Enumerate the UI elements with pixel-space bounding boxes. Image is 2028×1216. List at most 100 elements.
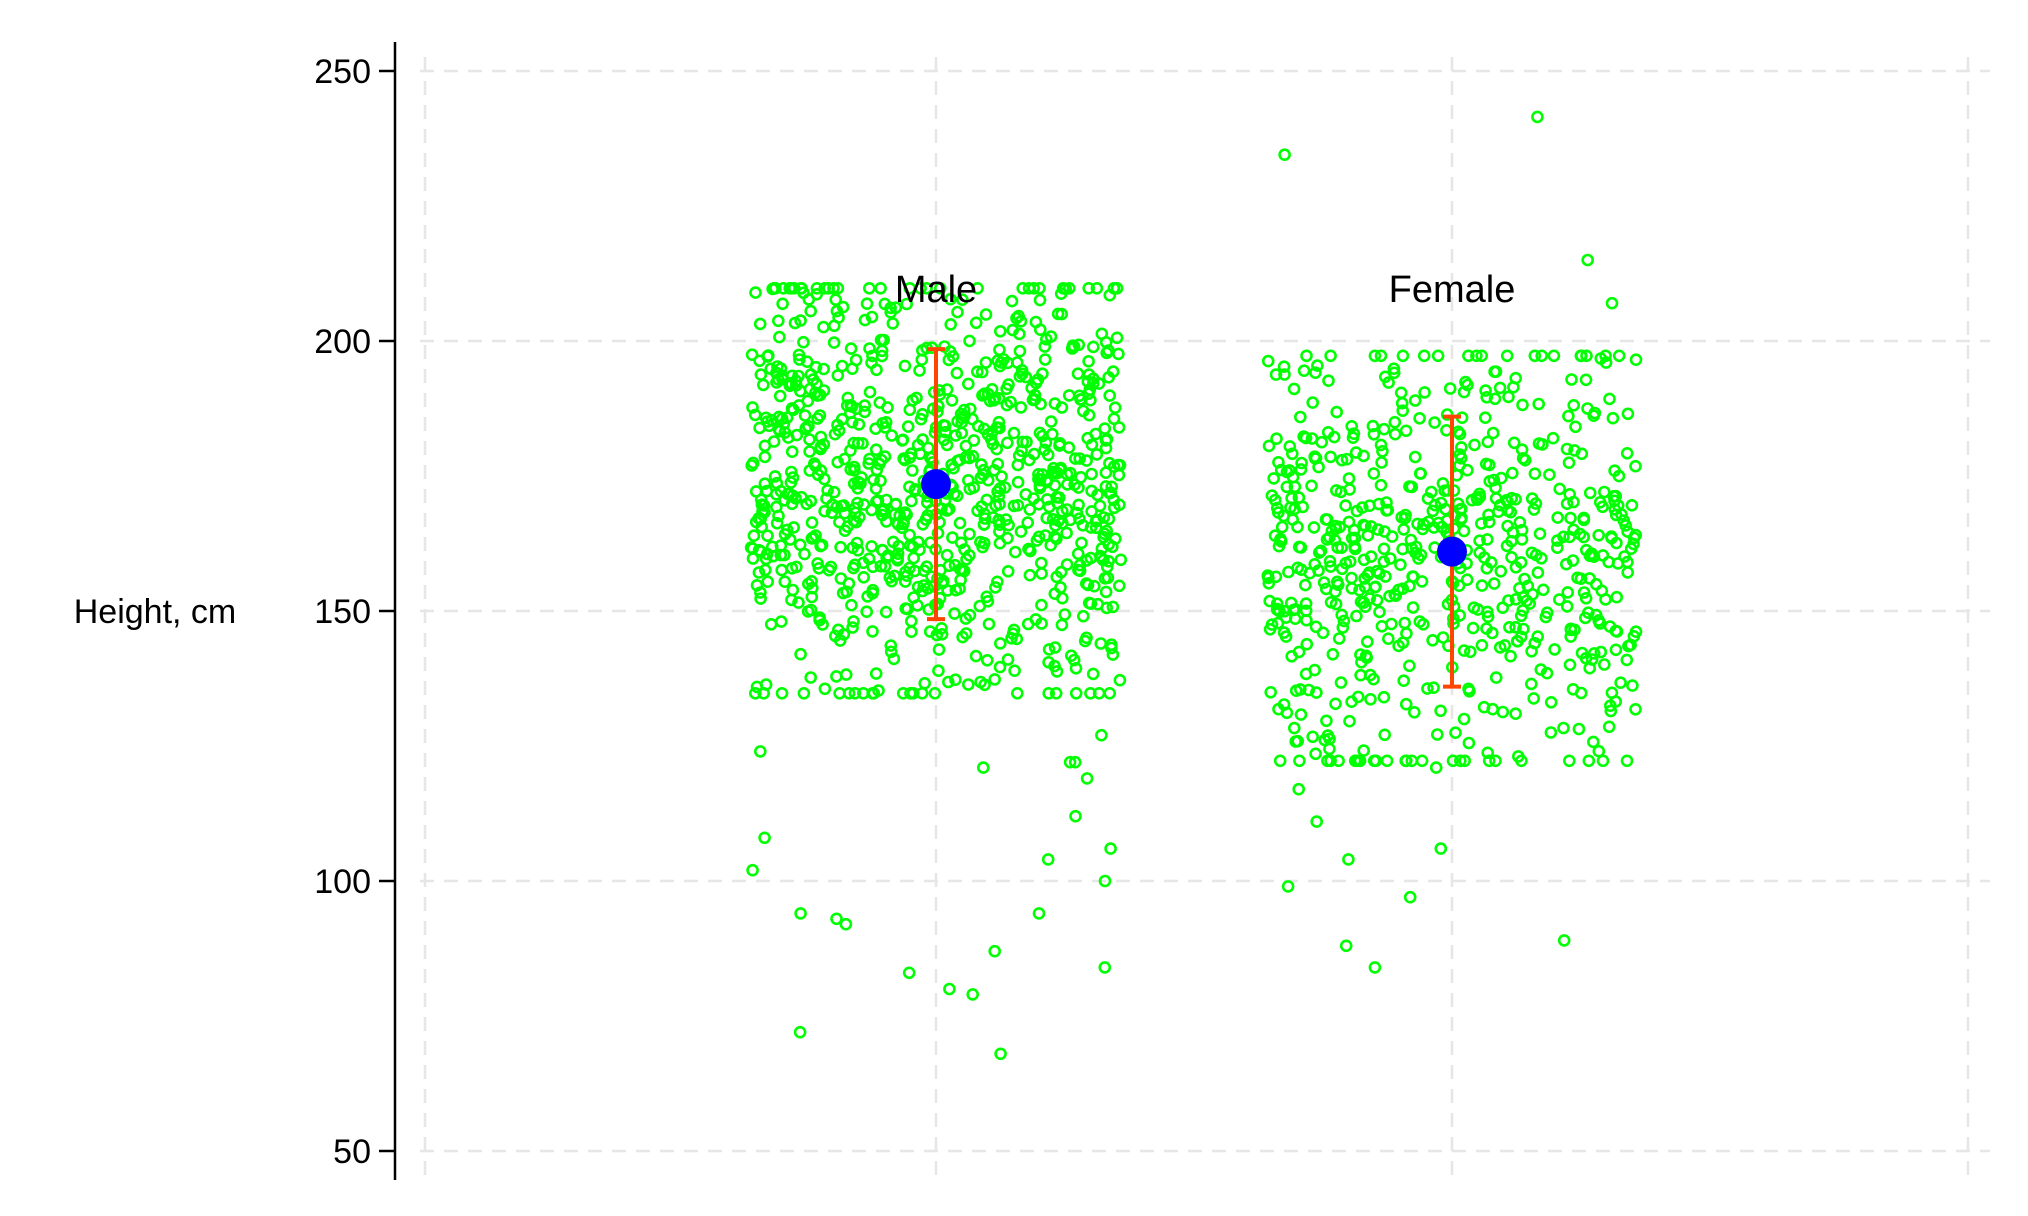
data-point [1040,511,1053,525]
data-point [1553,482,1566,496]
data-point [866,349,879,363]
data-point [1473,534,1486,548]
data-point [1067,340,1081,354]
data-point [898,575,912,588]
data-point [1294,463,1308,476]
data-point [752,566,766,579]
data-point [1625,498,1639,512]
data-point [810,281,824,295]
data-point [1090,281,1104,295]
data-point [818,504,831,518]
data-point [1458,754,1471,768]
data-point [1599,356,1613,369]
data-point [967,481,981,494]
data-point [1546,431,1560,445]
data-point [889,497,903,511]
data-point [1609,643,1623,657]
data-point [911,535,925,549]
data-point [1261,354,1275,368]
data-point [1323,554,1337,568]
data-point [916,407,929,421]
data-point [1085,467,1098,481]
data-point [804,368,818,381]
data-point [1001,356,1015,370]
data-point [863,342,876,355]
data-point [1024,544,1037,558]
data-point [1272,506,1285,519]
outlier-point [794,907,807,920]
data-point [1330,405,1343,419]
data-point [954,407,968,421]
data-point [848,686,862,700]
y-tick-label: 200 [314,323,371,361]
data-point [1605,686,1619,700]
data-point [886,535,900,549]
data-point [1457,644,1471,657]
data-point [1557,721,1570,735]
data-point [1040,493,1054,506]
data-point [1503,620,1516,634]
data-point [805,590,819,604]
data-point [1106,365,1120,378]
data-point [1543,468,1556,482]
data-point [1596,500,1609,514]
data-point [1282,565,1295,579]
data-point [1396,404,1409,418]
data-point [1300,349,1313,363]
data-point [1487,473,1501,487]
data-point [884,301,897,315]
data-point [1324,754,1337,768]
data-point [822,281,835,295]
data-point [984,432,998,446]
data-point [1607,489,1620,503]
data-point [1605,530,1618,543]
data-point [1399,424,1413,438]
data-point [1291,520,1304,534]
data-point [1629,625,1643,639]
data-point [954,536,968,550]
data-point [904,447,918,461]
data-point [887,652,901,666]
data-point [1371,523,1385,536]
data-point [1112,347,1125,361]
data-point [1565,373,1578,386]
outlier-point [1068,755,1082,769]
data-point [1426,633,1439,647]
data-point [1475,638,1489,652]
data-point [744,541,758,554]
data-point [1335,608,1348,622]
data-point [1314,544,1328,558]
outlier-point [902,966,916,980]
data-point [1434,496,1448,510]
data-point [1085,505,1098,518]
data-point [1399,697,1413,711]
data-point [1447,600,1461,614]
data-point [991,457,1005,471]
data-point [1048,397,1062,410]
data-point [1312,564,1325,577]
data-point [1592,528,1605,542]
data-point [1011,458,1025,472]
data-point [817,320,830,334]
data-point [1072,563,1085,577]
data-point [1512,750,1525,763]
data-point [1262,439,1276,453]
data-point [879,415,893,429]
data-point [1054,287,1068,301]
data-point [896,433,910,447]
data-point [1509,620,1522,634]
outlier-point [1310,815,1323,828]
data-point [787,403,800,417]
data-point [846,621,859,634]
data-point [814,440,828,454]
outlier-point [1095,728,1108,742]
data-point [745,348,759,362]
data-point [1088,579,1101,593]
data-point [1610,625,1624,638]
data-point [798,409,812,422]
data-point [802,419,815,433]
data-point [1403,659,1416,673]
data-point [836,300,850,314]
data-point [1489,365,1503,379]
